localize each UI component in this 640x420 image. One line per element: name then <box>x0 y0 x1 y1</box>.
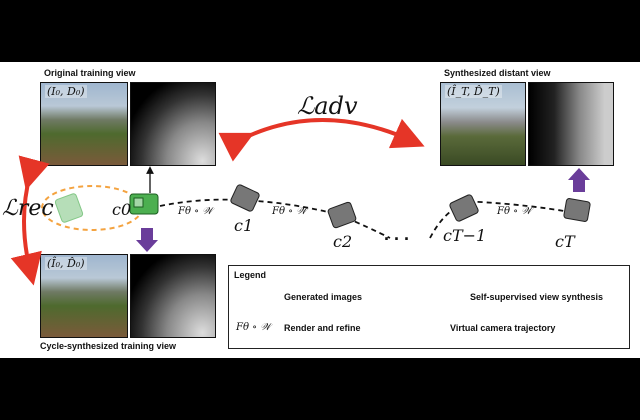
legend-box <box>228 265 630 349</box>
camera-c0 <box>129 193 159 215</box>
legend-operator: Fθ ∘ 𝒲 <box>236 322 271 333</box>
rec-loss-label: ℒrec <box>2 196 54 221</box>
synth-rgb-image: (Î_T, D̂_T) <box>440 82 526 166</box>
camera-label-c0: c0 <box>112 200 132 219</box>
camera-ghost <box>54 193 84 223</box>
camera-cT <box>563 198 591 222</box>
cycle-depth-image <box>130 254 216 338</box>
legend-selfsup: Self-supervised view synthesis <box>470 292 604 302</box>
generated-arrow-up <box>568 168 590 192</box>
generated-arrow-down <box>136 228 158 252</box>
legend-title: Legend <box>234 270 267 280</box>
rec-loss-arrow <box>10 155 50 286</box>
camera-c2 <box>327 201 357 229</box>
synth-depth-image <box>528 82 614 166</box>
original-rgb-image: (I₀, D₀) <box>40 82 128 166</box>
cycle-tag: (Î₀, D̂₀) <box>45 257 87 270</box>
ellipsis: . . . <box>384 224 410 244</box>
caption-synthesized: Synthesized distant view <box>444 68 551 78</box>
camera-label-c1: c1 <box>234 216 254 235</box>
trajectory-path <box>159 198 391 239</box>
adv-loss-arrow <box>218 118 425 162</box>
legend-render: Render and refine <box>284 323 361 333</box>
operator-label-1: Fθ ∘ 𝒲 <box>178 206 213 217</box>
caption-original: Original training view <box>44 68 136 78</box>
camera-cT-1 <box>449 194 479 222</box>
synth-tag: (Î_T, D̂_T) <box>445 85 502 98</box>
camera-label-cT: cT <box>555 232 575 251</box>
operator-label-3: Fθ ∘ 𝒲 <box>497 206 532 217</box>
operator-label-2: Fθ ∘ 𝒲 <box>272 206 307 217</box>
camera-c1 <box>230 184 260 212</box>
cycle-rgb-image: (Î₀, D̂₀) <box>40 254 128 338</box>
legend-generated: Generated images <box>284 292 363 302</box>
camera-label-cT-1: cT−1 <box>443 226 487 245</box>
original-tag: (I₀, D₀) <box>45 85 87 98</box>
legend-trajectory-label: Virtual camera trajectory <box>450 323 556 333</box>
trajectory-path-2 <box>429 201 571 239</box>
caption-cycle: Cycle-synthesized training view <box>40 341 177 351</box>
camera-label-c2: c2 <box>333 232 353 251</box>
original-depth-image <box>130 82 216 166</box>
adv-loss-label: ℒadv <box>297 92 358 120</box>
